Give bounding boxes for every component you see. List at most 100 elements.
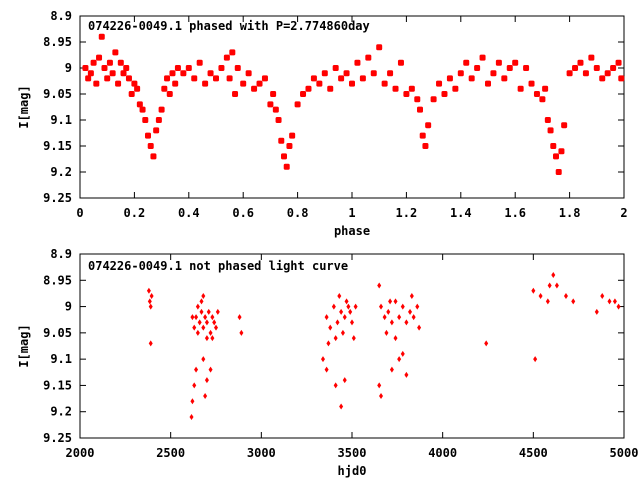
phased-data-point [93, 80, 100, 87]
phased-x-tick-label: 1.8 [559, 206, 581, 220]
phased-data-point [142, 117, 149, 123]
unphased-data-point [547, 282, 552, 289]
unphased-y-tick-label: 9.1 [50, 352, 72, 366]
phased-data-point [120, 70, 127, 77]
unphased-data-point [384, 329, 389, 336]
phased-data-point [425, 122, 432, 129]
phased-data-point [457, 70, 464, 77]
phased-data-point [150, 153, 157, 160]
unphased-data-point [379, 303, 384, 310]
phased-data-point [131, 80, 138, 87]
phased-data-point [547, 127, 554, 134]
phased-x-tick-label: 2 [620, 206, 627, 220]
phased-data-point [172, 80, 179, 87]
phased-data-point [479, 54, 486, 61]
phased-data-point [506, 65, 513, 71]
phased-y-tick-label: 9.15 [43, 139, 72, 153]
unphased-x-tick-label: 4500 [519, 446, 548, 460]
unphased-data-point [201, 356, 206, 363]
phased-data-point [128, 91, 135, 97]
phased-data-point [101, 65, 108, 71]
phased-data-point [153, 127, 160, 134]
unphased-data-point [146, 287, 151, 294]
phased-x-tick-label: 0.4 [178, 206, 200, 220]
unphased-data-point [204, 377, 209, 384]
phased-data-point [275, 117, 282, 123]
phased-data-point [134, 85, 141, 92]
phased-data-point [166, 91, 173, 97]
phased-data-point [533, 91, 540, 97]
phased-y-tick-label: 8.9 [50, 9, 72, 23]
unphased-data-point [404, 319, 409, 326]
phased-chart-title: 074226-0049.1 phased with P=2.774860day [88, 19, 370, 33]
unphased-data-point [348, 308, 353, 315]
phased-data-point [82, 65, 89, 71]
phased-data-point [381, 80, 388, 87]
phased-data-point [572, 65, 579, 71]
phased-data-point [468, 75, 475, 82]
phased-data-point [125, 75, 132, 82]
phased-ticks: 0 0.2 0.4 0.6 0.8 1 1.2 1.4 1.6 1.8 2 8.9 8.95 9 9.05 9… [43, 9, 628, 220]
phased-data-point [338, 75, 345, 82]
phased-data-point [555, 169, 562, 175]
unphased-y-tick-label: 9 [65, 300, 72, 314]
phased-data-point [223, 54, 230, 61]
phased-data-point [85, 75, 92, 82]
unphased-data-point [417, 324, 422, 331]
phased-data-point [261, 75, 268, 82]
unphased-data-point [333, 335, 338, 342]
phased-y-tick-label: 8.95 [43, 35, 72, 49]
phased-data-point [349, 80, 355, 87]
unphased-data-point [393, 298, 398, 305]
phased-y-tick-label: 9.2 [50, 165, 72, 179]
phased-data-point [256, 80, 263, 87]
phased-data-point [229, 49, 236, 56]
phased-x-tick-label: 0 [76, 206, 83, 220]
phased-data-point [441, 91, 448, 97]
phased-data-point [365, 54, 372, 61]
unphased-data-point [411, 314, 416, 321]
unphased-data-point [545, 298, 550, 305]
phased-data-point [96, 54, 103, 61]
phased-data-point [213, 75, 219, 82]
unphased-data-point [616, 303, 621, 310]
unphased-data-point [339, 403, 344, 410]
unphased-data-point [204, 335, 209, 342]
unphased-data-point [397, 356, 402, 363]
phased-x-axis-label: phase [334, 224, 370, 238]
unphased-data-point [331, 303, 336, 310]
phased-data-point [495, 59, 502, 66]
phased-y-tick-label: 9.1 [50, 113, 72, 127]
phased-data-point [539, 96, 546, 103]
unphased-data-point [192, 324, 197, 331]
phased-light-curve-chart: 074226-0049.1 phased with P=2.774860day … [17, 9, 628, 238]
phased-data-point [300, 91, 307, 97]
unphased-x-tick-label: 3000 [247, 446, 276, 460]
unphased-data-point [377, 282, 382, 289]
unphased-data-point [148, 340, 153, 347]
phased-y-tick-label: 9.25 [43, 191, 72, 205]
phased-data-point [615, 59, 622, 66]
unphased-data-point [194, 314, 199, 321]
phased-data-point [115, 80, 122, 87]
phased-data-point [610, 65, 617, 71]
phased-data-point [566, 70, 573, 77]
unphased-data-point [563, 293, 568, 300]
unphased-x-tick-label: 2000 [66, 446, 95, 460]
phased-data-point [553, 153, 559, 160]
unphased-data-point [324, 366, 329, 373]
unphased-data-point [388, 298, 393, 305]
unphased-data-point [612, 298, 617, 305]
phased-x-tick-label: 1.6 [504, 206, 526, 220]
phased-data-point [588, 54, 595, 61]
phased-data-point [283, 163, 290, 170]
unphased-data-point [214, 324, 218, 331]
phased-data-point [354, 59, 361, 66]
unphased-data-point [344, 298, 349, 305]
phased-data-point [147, 143, 154, 149]
unphased-data-point [203, 392, 208, 399]
phased-data-point [155, 117, 162, 123]
phased-x-tick-label: 0.6 [232, 206, 254, 220]
unphased-x-tick-label: 4000 [428, 446, 457, 460]
unphased-data-point [208, 366, 213, 373]
